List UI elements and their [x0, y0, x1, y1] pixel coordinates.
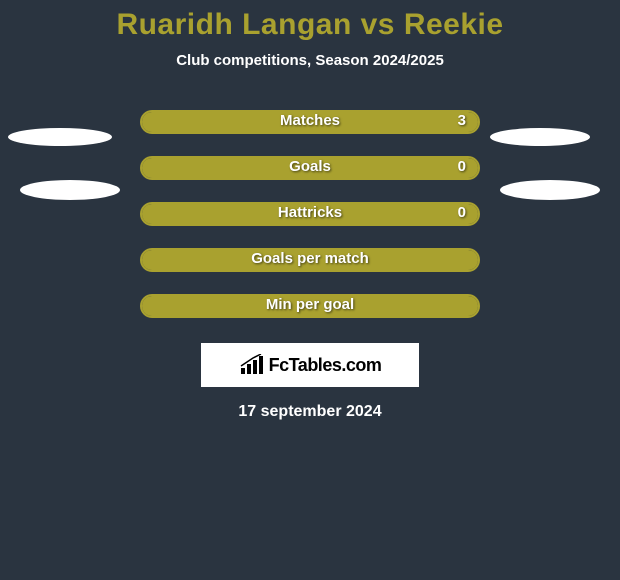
- stat-row: Min per goal: [0, 283, 620, 329]
- stat-label: Goals per match: [251, 250, 369, 267]
- stat-row: Hattricks 0: [0, 191, 620, 237]
- stat-value-right: 3: [458, 112, 466, 129]
- stat-row: Matches 3: [0, 99, 620, 145]
- stat-value-right: 0: [458, 204, 466, 221]
- stat-bar: Min per goal: [140, 294, 480, 318]
- site-logo-text: FcTables.com: [269, 355, 382, 376]
- stat-row: Goals per match: [0, 237, 620, 283]
- page-subtitle: Club competitions, Season 2024/2025: [0, 52, 620, 69]
- stat-bar: Matches 3: [140, 110, 480, 134]
- site-logo[interactable]: FcTables.com: [201, 343, 419, 387]
- stat-label: Matches: [280, 112, 340, 129]
- stat-row: Goals 0: [0, 145, 620, 191]
- stat-label: Hattricks: [278, 204, 342, 221]
- bar-chart-icon: [239, 354, 265, 376]
- page-title: Ruaridh Langan vs Reekie: [0, 0, 620, 42]
- stat-label: Min per goal: [266, 296, 354, 313]
- stats-comparison-block: Matches 3 Goals 0 Hattricks 0 Goals per …: [0, 99, 620, 329]
- footer-date: 17 september 2024: [0, 403, 620, 421]
- stat-value-right: 0: [458, 158, 466, 175]
- stat-label: Goals: [289, 158, 331, 175]
- stat-bar: Goals 0: [140, 156, 480, 180]
- stat-bar: Hattricks 0: [140, 202, 480, 226]
- stat-bar: Goals per match: [140, 248, 480, 272]
